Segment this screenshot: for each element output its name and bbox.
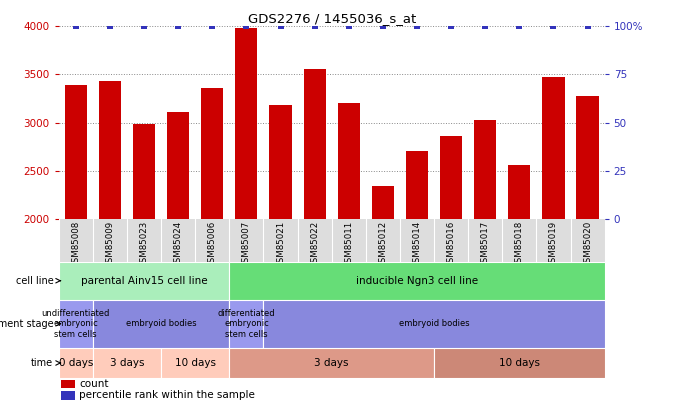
Bar: [338, 103, 360, 219]
Text: cell line: cell line: [15, 276, 53, 286]
Text: GSM85023: GSM85023: [140, 221, 149, 268]
Point: [582, 23, 593, 30]
Text: GSM85019: GSM85019: [549, 221, 558, 268]
Point: [173, 23, 184, 30]
Text: GSM85012: GSM85012: [379, 221, 388, 268]
Text: 10 days: 10 days: [175, 358, 216, 368]
Point: [377, 23, 388, 30]
Text: embryoid bodies: embryoid bodies: [126, 319, 196, 328]
Text: GSM85022: GSM85022: [310, 221, 319, 268]
Bar: [93, 348, 161, 378]
Text: 0 days: 0 days: [59, 358, 93, 368]
Bar: [65, 85, 87, 219]
Bar: [263, 300, 605, 348]
Bar: [229, 300, 263, 348]
Point: [514, 23, 525, 30]
Text: 10 days: 10 days: [499, 358, 540, 368]
Text: undifferentiated
embryonic
stem cells: undifferentiated embryonic stem cells: [41, 309, 110, 339]
Bar: [201, 88, 223, 219]
Text: 3 days: 3 days: [110, 358, 144, 368]
Bar: [406, 151, 428, 219]
Title: GDS2276 / 1455036_s_at: GDS2276 / 1455036_s_at: [247, 12, 416, 25]
Point: [548, 23, 559, 30]
Text: GSM85016: GSM85016: [446, 221, 455, 268]
Bar: [59, 300, 93, 348]
Point: [343, 23, 354, 30]
Text: percentile rank within the sample: percentile rank within the sample: [79, 390, 256, 401]
Text: GSM85021: GSM85021: [276, 221, 285, 268]
Text: GSM85020: GSM85020: [583, 221, 592, 268]
Text: inducible Ngn3 cell line: inducible Ngn3 cell line: [356, 276, 478, 286]
Point: [104, 23, 115, 30]
Bar: [167, 112, 189, 219]
Bar: [576, 96, 598, 219]
Bar: [161, 348, 229, 378]
Point: [411, 23, 422, 30]
Text: GSM85017: GSM85017: [481, 221, 490, 268]
Text: GSM85007: GSM85007: [242, 221, 251, 268]
Bar: [372, 186, 394, 219]
Bar: [269, 105, 292, 219]
Bar: [133, 124, 155, 219]
Text: 3 days: 3 days: [314, 358, 349, 368]
Point: [207, 23, 218, 30]
Text: parental Ainv15 cell line: parental Ainv15 cell line: [81, 276, 207, 286]
Bar: [303, 68, 325, 219]
Point: [138, 23, 149, 30]
Bar: [229, 348, 434, 378]
Text: count: count: [79, 379, 109, 389]
Bar: [542, 77, 565, 219]
Point: [241, 23, 252, 30]
Text: development stage: development stage: [0, 319, 53, 329]
Bar: [61, 380, 75, 388]
Bar: [434, 348, 605, 378]
Bar: [59, 348, 93, 378]
Bar: [474, 119, 496, 219]
Text: time: time: [31, 358, 53, 368]
Point: [70, 23, 82, 30]
Text: GSM85009: GSM85009: [106, 221, 115, 268]
Text: GSM85008: GSM85008: [71, 221, 80, 268]
Bar: [99, 81, 121, 219]
Text: GSM85006: GSM85006: [208, 221, 217, 268]
Text: GSM85011: GSM85011: [344, 221, 353, 268]
Point: [275, 23, 286, 30]
Bar: [229, 262, 605, 300]
Bar: [93, 300, 229, 348]
Bar: [236, 28, 258, 219]
Text: embryoid bodies: embryoid bodies: [399, 319, 469, 328]
Text: GSM85018: GSM85018: [515, 221, 524, 268]
Point: [309, 23, 320, 30]
Text: GSM85024: GSM85024: [173, 221, 182, 268]
Text: GSM85014: GSM85014: [413, 221, 422, 268]
Bar: [440, 136, 462, 219]
Point: [480, 23, 491, 30]
Point: [446, 23, 457, 30]
Bar: [509, 165, 531, 219]
Bar: [61, 391, 75, 400]
Bar: [59, 262, 229, 300]
Text: differentiated
embryonic
stem cells: differentiated embryonic stem cells: [218, 309, 275, 339]
